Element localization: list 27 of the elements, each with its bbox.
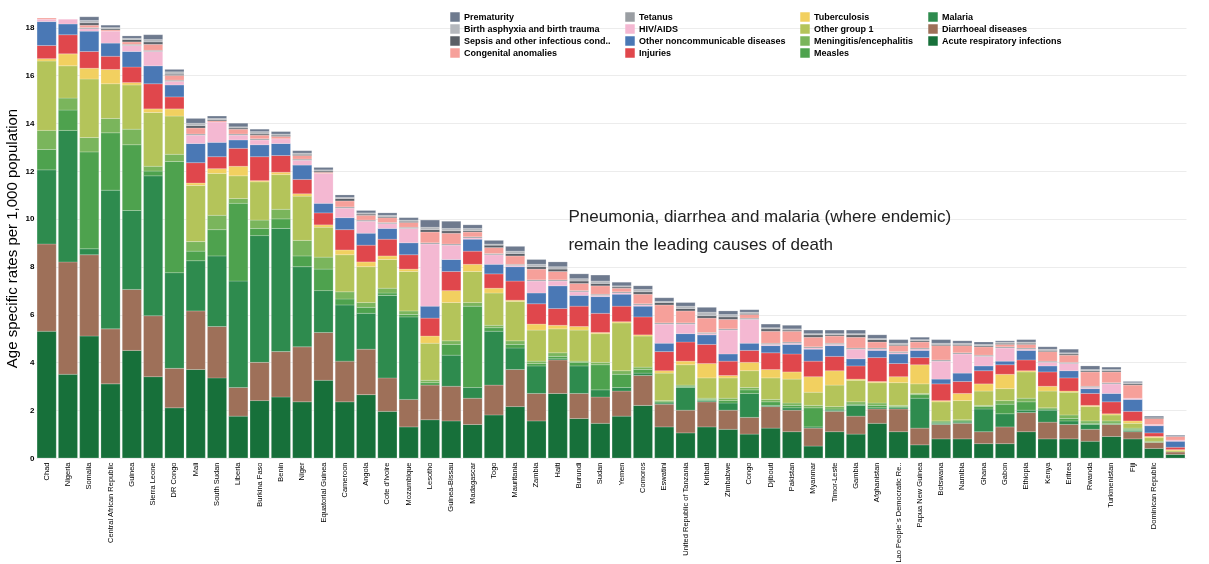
- y-tick-label: 10: [25, 214, 36, 224]
- y-tick-label: 8: [30, 262, 36, 272]
- y-tick-label: 18: [25, 23, 36, 33]
- annotation: Pneumonia, diarrhea and malaria (where endemic) remain the leading causes of death: [568, 207, 952, 255]
- legend-label: Congenital anomalies: [464, 48, 558, 58]
- y-tick-label: 14: [25, 118, 36, 128]
- legend-label: Meningitis/encephalitis: [814, 36, 914, 46]
- y-tick-label: 16: [25, 70, 36, 80]
- y-tick-label: 4: [30, 357, 36, 367]
- legend-label: Acute respiratory infections: [942, 36, 1062, 46]
- y-tick-label: 2: [30, 405, 36, 415]
- legend-label: Diarrhoeal diseases: [942, 24, 1028, 34]
- legend-label: Malaria: [942, 12, 975, 22]
- legend-label: Other noncommunicable diseases: [639, 36, 786, 46]
- legend-label: Other group 1: [814, 24, 874, 34]
- y-tick-label: 6: [30, 310, 36, 320]
- legend-label: Injuries: [639, 48, 672, 58]
- legend-label: Tuberculosis: [814, 12, 870, 22]
- y-axis-title: Age specific rates per 1,000 population: [2, 108, 20, 369]
- y-tick-label: 0: [30, 453, 36, 463]
- y-tick-label: 12: [25, 166, 36, 176]
- legend-label: Prematurity: [464, 12, 515, 22]
- legend-label: Birth asphyxia and birth trauma: [464, 24, 601, 34]
- legend-label: HIV/AIDS: [639, 24, 679, 34]
- legend-label: Sepsis and other infectious cond..: [464, 36, 611, 46]
- legend-label: Tetanus: [639, 12, 673, 22]
- legend-label: Measles: [814, 48, 850, 58]
